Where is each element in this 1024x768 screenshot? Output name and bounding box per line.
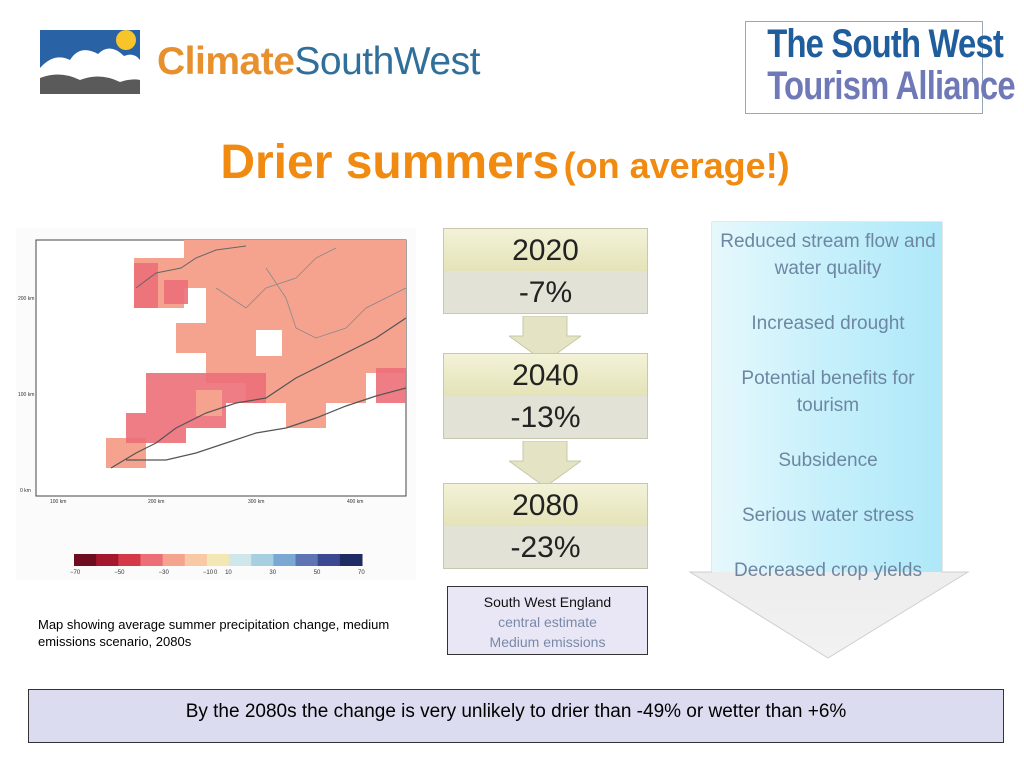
timeline-box-2040: 2040 -13% [443,353,648,439]
colorbar-swatch [317,554,341,566]
consequence-item: Potential benefits for tourism [741,368,915,416]
logo-word-climate: Climate [157,40,295,83]
logo-word-southwest: SouthWest [294,40,480,83]
climate-south-west-logo-text: ClimateSouthWest [157,38,480,86]
colorbar-tick-label: −50 [114,570,125,576]
colorbar-swatch [118,554,141,566]
down-arrow-icon [507,315,583,363]
colorbar-tick-label: 50 [314,570,321,576]
colorbar-swatch [184,554,208,566]
down-arrow-icon [507,440,583,488]
tourism-alliance-logo-line1: The South West [767,22,1004,66]
consequence-item: Serious water stress [741,505,915,526]
colorbar-tick-label: 30 [269,570,276,576]
slide-title: Drier summers (on average!) [0,135,1010,190]
colorbar-swatch [229,554,252,566]
map-x-tick: 300 km [248,499,264,505]
map-y-tick: 0 km [20,488,31,494]
colorbar-swatch [140,554,164,566]
consequence-item: Reduced stream flow and water quality [720,231,936,279]
colorbar-swatch [206,554,230,566]
timeline-year: 2020 [444,229,647,271]
colorbar-swatch [273,554,297,566]
map-x-tick: 400 km [347,499,363,505]
timeline-change: -13% [444,396,647,438]
colorbar-tick-label: 10 [225,570,232,576]
scenario-box: South West England central estimate Medi… [447,586,648,655]
colorbar-tick-label: −10 [203,570,214,576]
map-y-tick: 100 km [18,392,34,398]
colorbar-tick-label: 0 [214,570,218,576]
consequence-item: Increased drought [751,313,905,334]
colorbar-swatch [251,554,274,566]
map-x-tick: 100 km [50,499,66,505]
consequences-arrow-shape [688,220,970,660]
colorbar-tick-label: −70 [70,570,81,576]
map-caption: Map showing average summer precipitation… [38,617,390,649]
timeline-box-2080: 2080 -23% [443,483,648,569]
timeline-change: -23% [444,526,647,568]
timeline-year: 2040 [444,354,647,396]
title-sub: (on average!) [563,145,790,186]
consequence-item: Decreased crop yields [734,560,922,581]
colorbar-swatch [74,554,97,566]
precipitation-change-map: 200 km 100 km 0 km 100 km 200 km 300 km … [16,228,416,580]
map-colorbar [74,554,363,566]
map-y-tick: 200 km [18,296,34,302]
scenario-region: South West England [483,594,612,610]
map-x-tick: 200 km [148,499,164,505]
colorbar-tick-label: −30 [159,570,170,576]
consequence-item: Subsidence [778,450,878,471]
consequences-list: Reduced stream flow and water quality In… [710,228,946,612]
title-main: Drier summers [220,136,560,189]
colorbar-tick-label: 70 [358,570,365,576]
colorbar-swatch [339,554,363,566]
timeline-year: 2080 [444,484,647,526]
colorbar-swatch [295,554,319,566]
tourism-alliance-logo: The South West Tourism Alliance [745,21,1016,114]
timeline-box-2020: 2020 -7% [443,228,648,314]
tourism-alliance-logo-line2: Tourism Alliance [767,64,1015,108]
summary-banner: By the 2080s the change is very unlikely… [28,689,1004,743]
colorbar-swatch [96,554,119,566]
scenario-emissions: Medium emissions [489,634,606,650]
scenario-estimate: central estimate [498,614,597,630]
timeline-change: -7% [444,271,647,313]
colorbar-swatch [162,554,186,566]
climate-south-west-logo-mark [40,30,140,94]
